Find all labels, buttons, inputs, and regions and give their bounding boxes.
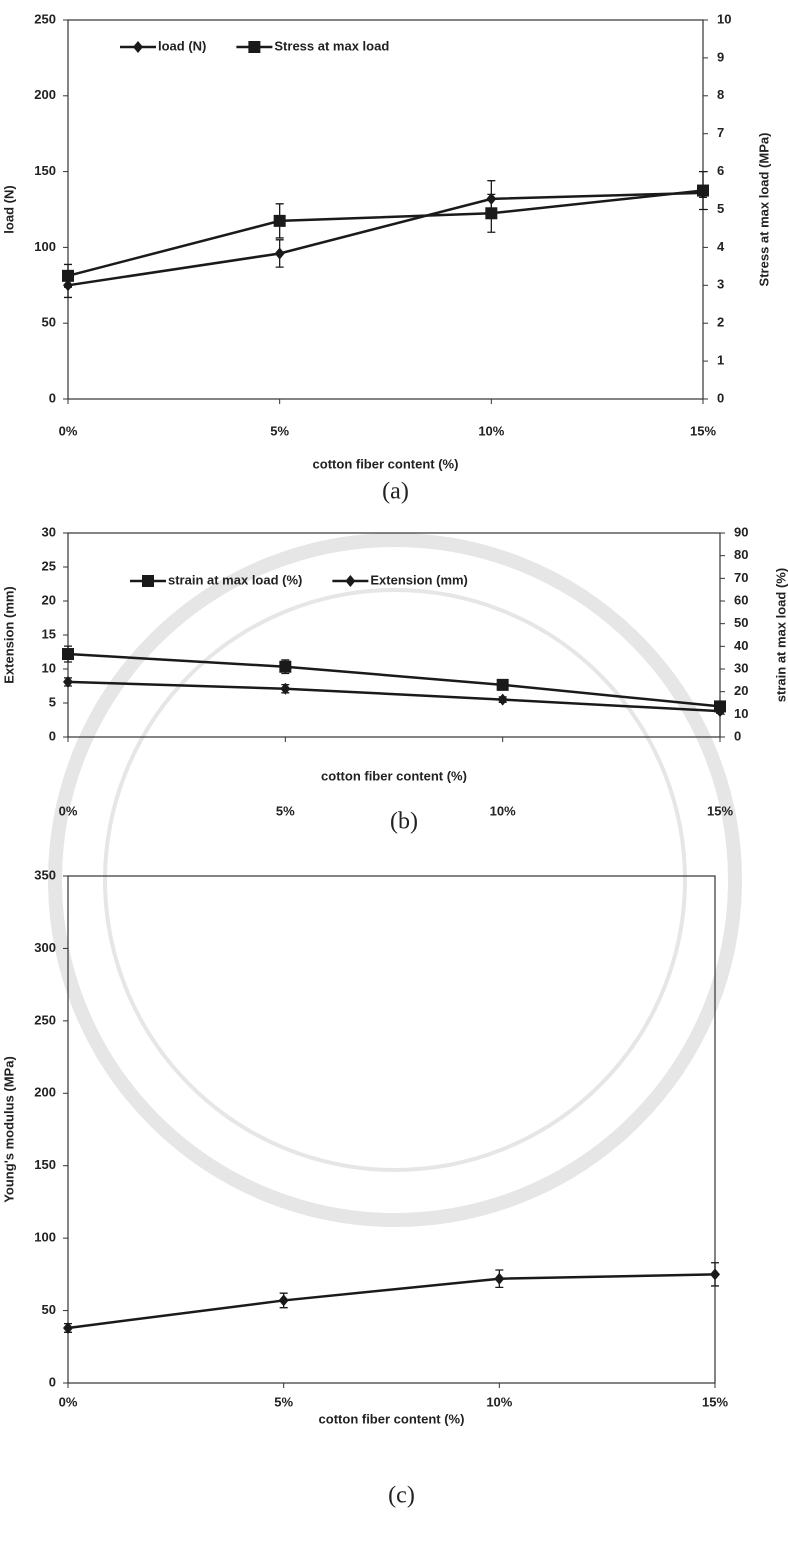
y-tick-label: 150: [34, 163, 56, 178]
x-tick-label: 15%: [702, 1394, 728, 1409]
marker: [62, 270, 74, 282]
y-tick-label: 0: [49, 728, 56, 743]
y-tick-label: 200: [34, 87, 56, 102]
caption: (b): [390, 809, 418, 835]
x-axis-title: cotton fiber content (%): [319, 1411, 465, 1426]
legend-label: load (N): [158, 38, 206, 53]
x-tick-label: 10%: [490, 803, 516, 818]
marker: [498, 694, 508, 706]
y-tick-label: 200: [34, 1085, 56, 1100]
legend-label: strain at max load (%): [168, 572, 302, 587]
y-tick-label: 250: [34, 11, 56, 26]
y2-tick-label: 5: [717, 201, 724, 216]
x-tick-label: 0%: [59, 803, 78, 818]
y2-axis-title: Stress at max load (MPa): [756, 133, 771, 287]
y-tick-label: 100: [34, 239, 56, 254]
y2-axis-title: strain at max load (%): [773, 568, 788, 702]
marker: [142, 575, 154, 587]
series-line: [68, 193, 703, 285]
x-tick-label: 15%: [707, 803, 733, 818]
figure: 0501001502002500123456789100%5%10%15%cot…: [0, 0, 788, 1551]
marker: [279, 661, 291, 673]
y-tick-label: 300: [34, 940, 56, 955]
y-tick-label: 50: [42, 315, 56, 330]
y-tick-label: 350: [34, 867, 56, 882]
y2-tick-label: 0: [717, 390, 724, 405]
y2-tick-label: 1: [717, 353, 724, 368]
y-tick-label: 150: [34, 1157, 56, 1172]
y-axis-title: Extension (mm): [1, 586, 16, 684]
marker: [248, 41, 260, 53]
legend-label: Extension (mm): [370, 572, 468, 587]
y2-tick-label: 50: [734, 615, 748, 630]
y2-tick-label: 70: [734, 570, 748, 585]
marker: [697, 185, 709, 197]
y2-tick-label: 90: [734, 524, 748, 539]
marker: [275, 247, 285, 259]
x-tick-label: 5%: [276, 803, 295, 818]
y2-tick-label: 9: [717, 49, 724, 64]
y2-tick-label: 0: [734, 728, 741, 743]
series-line: [68, 191, 703, 276]
y-tick-label: 0: [49, 390, 56, 405]
caption: (a): [382, 479, 409, 505]
legend-label: Stress at max load: [274, 38, 389, 53]
y2-tick-label: 3: [717, 277, 724, 292]
x-tick-label: 5%: [270, 423, 289, 438]
marker: [345, 575, 355, 587]
y-tick-label: 100: [34, 1230, 56, 1245]
y-tick-label: 0: [49, 1374, 56, 1389]
y-tick-label: 5: [49, 694, 56, 709]
y-axis-title: load (N): [1, 185, 16, 233]
series-line: [68, 1274, 715, 1328]
y-tick-label: 250: [34, 1012, 56, 1027]
y-tick-label: 30: [42, 524, 56, 539]
marker: [710, 1268, 720, 1280]
y2-tick-label: 30: [734, 660, 748, 675]
y-tick-label: 20: [42, 592, 56, 607]
x-axis-title: cotton fiber content (%): [321, 768, 467, 783]
x-tick-label: 0%: [59, 1394, 78, 1409]
x-tick-label: 10%: [486, 1394, 512, 1409]
marker: [485, 207, 497, 219]
marker: [494, 1273, 504, 1285]
x-axis-title: cotton fiber content (%): [313, 456, 459, 471]
caption: (c): [388, 1483, 415, 1509]
watermark: [55, 540, 735, 1220]
y2-tick-label: 8: [717, 87, 724, 102]
y2-tick-label: 4: [717, 239, 725, 254]
x-tick-label: 15%: [690, 423, 716, 438]
marker: [274, 215, 286, 227]
x-tick-label: 0%: [59, 423, 78, 438]
y-tick-label: 10: [42, 660, 56, 675]
y2-tick-label: 80: [734, 547, 748, 562]
plot-frame: [68, 20, 703, 399]
y-tick-label: 25: [42, 558, 56, 573]
y-axis-title: Young's modulus (MPa): [1, 1056, 16, 1203]
y2-tick-label: 7: [717, 125, 724, 140]
marker: [497, 679, 509, 691]
y2-tick-label: 20: [734, 683, 748, 698]
y2-tick-label: 2: [717, 315, 724, 330]
marker: [133, 41, 143, 53]
marker: [279, 1294, 289, 1306]
y-tick-label: 50: [42, 1302, 56, 1317]
y2-tick-label: 6: [717, 163, 724, 178]
x-tick-label: 5%: [274, 1394, 293, 1409]
y2-tick-label: 10: [717, 11, 731, 26]
y-tick-label: 15: [42, 626, 56, 641]
marker: [62, 648, 74, 660]
y2-tick-label: 60: [734, 592, 748, 607]
y2-tick-label: 10: [734, 706, 748, 721]
x-tick-label: 10%: [478, 423, 504, 438]
y2-tick-label: 40: [734, 638, 748, 653]
